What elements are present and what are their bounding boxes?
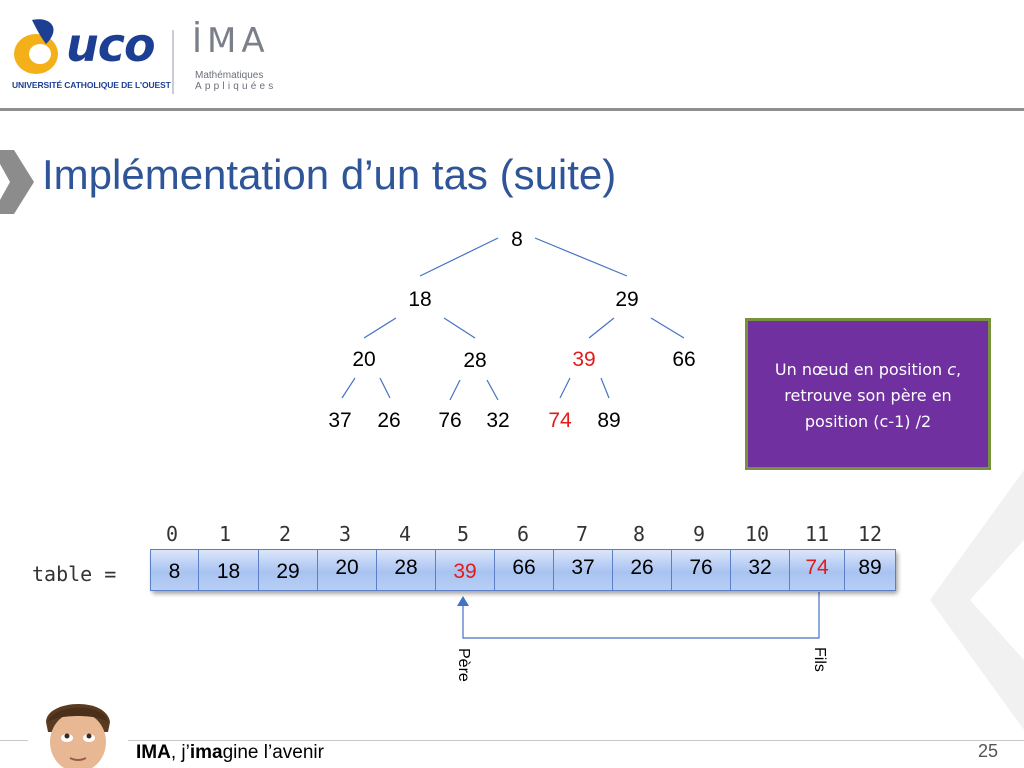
tree-edge xyxy=(534,237,628,277)
array-cell: 32 xyxy=(730,549,789,591)
array-index: 11 xyxy=(804,522,830,546)
array-row: 8 18 29 20 28 39 66 37 26 76 32 74 89 xyxy=(150,549,896,591)
array-index: 8 xyxy=(632,522,646,546)
info-line-1: Un nœud en position c, xyxy=(774,360,962,379)
tree-node-root: 8 xyxy=(511,228,523,251)
tree-node-highlighted: 74 xyxy=(548,409,572,432)
page-number: 25 xyxy=(978,741,999,761)
tree-node: 76 xyxy=(438,409,462,432)
tree-node: 26 xyxy=(377,409,401,432)
table-label: table = xyxy=(32,562,117,586)
tree-edge xyxy=(419,237,499,277)
tree-edge xyxy=(449,379,461,401)
array-cell-highlighted: 39 xyxy=(435,549,494,591)
array-cell: 8 xyxy=(150,549,198,591)
tree-edge xyxy=(650,317,685,339)
array-index: 9 xyxy=(692,522,706,546)
array-cell: 29 xyxy=(258,549,317,591)
array-index: 3 xyxy=(338,522,352,546)
tree-node: 28 xyxy=(463,349,487,372)
array-index: 7 xyxy=(575,522,589,546)
tree-edge xyxy=(443,317,476,339)
arrow-path xyxy=(462,592,820,639)
title-chevron-icon xyxy=(0,150,34,214)
array-cell: 28 xyxy=(376,549,435,591)
array-index: 2 xyxy=(278,522,292,546)
array-index: 6 xyxy=(516,522,530,546)
tree-edge xyxy=(341,377,356,399)
logo-divider xyxy=(172,30,174,94)
tree-edge xyxy=(379,377,391,399)
array-index: 12 xyxy=(857,522,883,546)
array-cell-highlighted: 74 xyxy=(789,549,844,591)
uco-logo-subtitle: UNIVERSITÉ CATHOLIQUE DE L'OUEST xyxy=(12,80,171,90)
array-cell: 26 xyxy=(612,549,671,591)
uco-logo-mark xyxy=(14,19,58,74)
array-cell: 18 xyxy=(198,549,258,591)
array-cell: 89 xyxy=(844,549,896,591)
header-divider xyxy=(0,108,1024,111)
array-cell: 37 xyxy=(553,549,612,591)
info-box: Un nœud en position c, retrouve son père… xyxy=(745,318,991,470)
ima-logo-subtitle-2: Appliquées xyxy=(195,81,277,92)
ima-logo-subtitle-1: Mathématiques xyxy=(195,70,264,81)
array-cell: 66 xyxy=(494,549,553,591)
tree-edge xyxy=(600,377,610,399)
tree-node: 37 xyxy=(328,409,352,432)
arrow-head xyxy=(457,596,469,606)
ima-logo-text: İMA xyxy=(192,21,270,61)
array-index: 10 xyxy=(744,522,770,546)
tree-node-highlighted: 39 xyxy=(572,348,596,371)
footer-divider xyxy=(0,740,1024,741)
slide-title: Implémentation d’un tas (suite) xyxy=(42,151,617,198)
tree-edge xyxy=(588,317,615,339)
array-cell: 76 xyxy=(671,549,730,591)
tree-node: 89 xyxy=(597,409,621,432)
parent-label: Père xyxy=(455,648,472,682)
tree-edge xyxy=(559,377,571,399)
person-photo xyxy=(28,692,128,768)
tree-edge xyxy=(363,317,397,339)
info-line-3: position (c-1) /2 xyxy=(804,412,932,431)
child-label: Fils xyxy=(811,647,828,672)
tree-node: 18 xyxy=(408,288,432,311)
background-chevron-watermark xyxy=(930,470,1024,730)
pere-fils-arrow xyxy=(457,592,820,639)
tree-node: 20 xyxy=(352,348,376,371)
info-line-2: retrouve son père en xyxy=(784,386,952,405)
tree-edge xyxy=(486,379,499,401)
uco-logo-text: uco xyxy=(66,18,156,72)
footer-tagline: IMA, j’imagine l’avenir xyxy=(136,742,324,763)
tree-node: 32 xyxy=(486,409,510,432)
tree-node: 29 xyxy=(615,288,639,311)
array-index: 1 xyxy=(218,522,232,546)
array-index: 0 xyxy=(165,522,179,546)
array-index: 5 xyxy=(456,522,470,546)
array-index: 4 xyxy=(398,522,412,546)
tree-node: 66 xyxy=(672,348,696,371)
array-cell: 20 xyxy=(317,549,376,591)
